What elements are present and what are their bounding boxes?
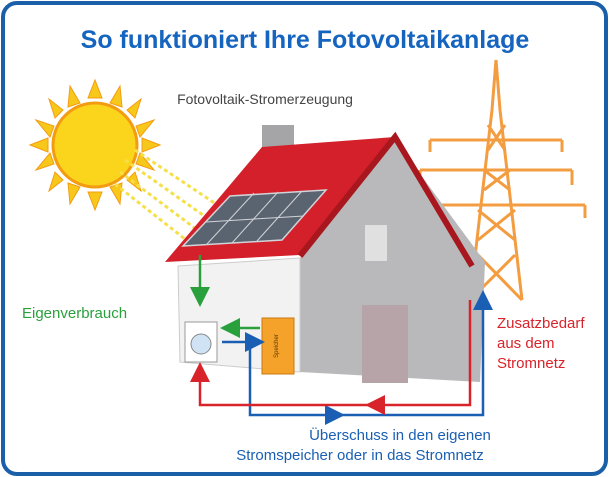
demand-label: aus dem bbox=[497, 335, 555, 352]
storage-label: Speicher bbox=[274, 334, 280, 358]
surplus-label: Stromspeicher oder in das Stromnetz bbox=[236, 447, 484, 464]
infographic: So funktioniert Ihre Fotovoltaikanlage bbox=[0, 0, 609, 477]
demand-label: Stromnetz bbox=[497, 355, 565, 372]
self-consumption-label: Eigenverbrauch bbox=[22, 305, 127, 322]
demand-label: Zusatzbedarf bbox=[497, 315, 585, 332]
generation-label: Fotovoltaik-Stromerzeugung bbox=[177, 91, 353, 107]
surplus-label: Überschuss in den eigenen bbox=[309, 426, 491, 444]
title: So funktioniert Ihre Fotovoltaikanlage bbox=[81, 26, 530, 54]
page: So funktioniert Ihre Fotovoltaikanlage bbox=[0, 0, 609, 477]
